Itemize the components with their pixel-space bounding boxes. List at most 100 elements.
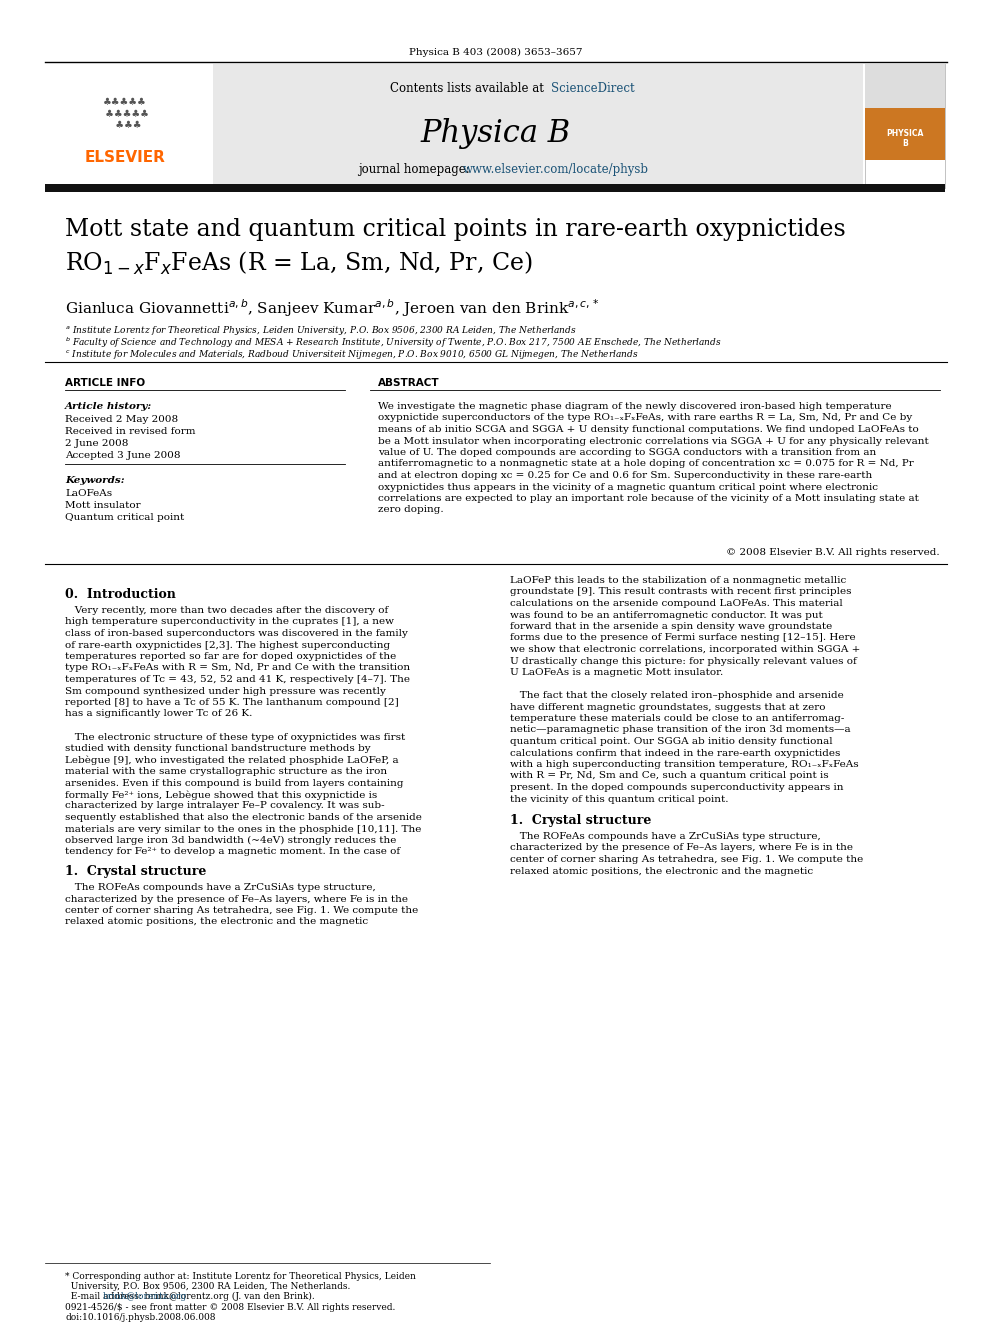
Text: ELSEVIER: ELSEVIER	[84, 151, 166, 165]
Text: Mott insulator: Mott insulator	[65, 501, 141, 509]
Text: 0.  Introduction: 0. Introduction	[65, 587, 176, 601]
Bar	[45, 64, 213, 188]
Text: 0921-4526/$ - see front matter © 2008 Elsevier B.V. All rights reserved.: 0921-4526/$ - see front matter © 2008 El…	[65, 1303, 396, 1312]
Bar	[45, 64, 863, 188]
Text: * Corresponding author at: Institute Lorentz for Theoretical Physics, Leiden: * Corresponding author at: Institute Lor…	[65, 1271, 416, 1281]
Text: characterized by the presence of Fe–As layers, where Fe is in the: characterized by the presence of Fe–As l…	[510, 844, 853, 852]
Text: reported [8] to have a Tc of 55 K. The lanthanum compound [2]: reported [8] to have a Tc of 55 K. The l…	[65, 699, 399, 706]
Text: formally Fe²⁺ ions, Lebègue showed that this oxypnictide is: formally Fe²⁺ ions, Lebègue showed that …	[65, 790, 377, 799]
Text: temperature these materials could be close to an antiferromag-: temperature these materials could be clo…	[510, 714, 844, 722]
Text: U drastically change this picture: for physically relevant values of: U drastically change this picture: for p…	[510, 656, 857, 665]
Text: type RO₁₋ₓFₓFeAs with R = Sm, Nd, Pr and Ce with the transition: type RO₁₋ₓFₓFeAs with R = Sm, Nd, Pr and…	[65, 664, 410, 672]
Text: value of U. The doped compounds are according to SGGA conductors with a transiti: value of U. The doped compounds are acco…	[378, 448, 876, 456]
Text: U LaOFeAs is a magnetic Mott insulator.: U LaOFeAs is a magnetic Mott insulator.	[510, 668, 723, 677]
Text: PHYSICA: PHYSICA	[886, 128, 924, 138]
Text: observed large iron 3d bandwidth (~4eV) strongly reduces the: observed large iron 3d bandwidth (~4eV) …	[65, 836, 397, 845]
Text: quantum critical point. Our SGGA ab initio density functional: quantum critical point. Our SGGA ab init…	[510, 737, 832, 746]
Text: with a high superconducting transition temperature, RO₁₋ₓFₓFeAs: with a high superconducting transition t…	[510, 759, 859, 769]
Text: Article history:: Article history:	[65, 402, 152, 411]
Text: the vicinity of this quantum critical point.: the vicinity of this quantum critical po…	[510, 795, 728, 803]
Text: center of corner sharing As tetrahedra, see Fig. 1. We compute the: center of corner sharing As tetrahedra, …	[510, 855, 863, 864]
Text: Contents lists available at: Contents lists available at	[390, 82, 548, 95]
Text: Lebègue [9], who investigated the related phosphide LaOFeP, a: Lebègue [9], who investigated the relate…	[65, 755, 399, 765]
Text: $^b$ Faculty of Science and Technology and MESA + Research Institute, University: $^b$ Faculty of Science and Technology a…	[65, 336, 722, 351]
Text: ♣♣♣♣♣
 ♣♣♣♣♣
  ♣♣♣: ♣♣♣♣♣ ♣♣♣♣♣ ♣♣♣	[101, 97, 149, 130]
Text: forms due to the presence of Fermi surface nesting [12–15]. Here: forms due to the presence of Fermi surfa…	[510, 634, 856, 643]
Text: antiferromagnetic to a nonmagnetic state at a hole doping of concentration xc = : antiferromagnetic to a nonmagnetic state…	[378, 459, 914, 468]
Text: calculations confirm that indeed in the rare-earth oxypnictides: calculations confirm that indeed in the …	[510, 749, 840, 758]
Text: temperatures of Tc = 43, 52, 52 and 41 K, respectively [4–7]. The: temperatures of Tc = 43, 52, 52 and 41 K…	[65, 675, 410, 684]
Text: we show that electronic correlations, incorporated within SGGA +: we show that electronic correlations, in…	[510, 646, 860, 654]
Text: oxypnictides thus appears in the vicinity of a magnetic quantum critical point w: oxypnictides thus appears in the vicinit…	[378, 483, 878, 492]
Text: The ROFeAs compounds have a ZrCuSiAs type structure,: The ROFeAs compounds have a ZrCuSiAs typ…	[510, 832, 820, 841]
Text: be a Mott insulator when incorporating electronic correlations via SGGA + U for : be a Mott insulator when incorporating e…	[378, 437, 929, 446]
Text: Received 2 May 2008: Received 2 May 2008	[65, 415, 179, 423]
Text: Gianluca Giovannetti$^{a,b}$, Sanjeev Kumar$^{a,b}$, Jeroen van den Brink$^{a,c,: Gianluca Giovannetti$^{a,b}$, Sanjeev Ku…	[65, 296, 600, 319]
Text: arsenides. Even if this compound is build from layers containing: arsenides. Even if this compound is buil…	[65, 778, 404, 787]
Text: forward that in the arsenide a spin density wave groundstate: forward that in the arsenide a spin dens…	[510, 622, 832, 631]
Text: B: B	[902, 139, 908, 147]
Text: LaOFeAs: LaOFeAs	[65, 490, 112, 497]
Text: $^c$ Institute for Molecules and Materials, Radboud Universiteit Nijmegen, P.O. : $^c$ Institute for Molecules and Materia…	[65, 348, 639, 361]
Text: 1.  Crystal structure: 1. Crystal structure	[65, 865, 206, 878]
Text: class of iron-based superconductors was discovered in the family: class of iron-based superconductors was …	[65, 628, 408, 638]
Text: has a significantly lower Tc of 26 K.: has a significantly lower Tc of 26 K.	[65, 709, 252, 718]
Text: We investigate the magnetic phase diagram of the newly discovered iron-based hig: We investigate the magnetic phase diagra…	[378, 402, 892, 411]
Bar	[45, 184, 945, 192]
Text: Quantum critical point: Quantum critical point	[65, 513, 185, 523]
Text: and at electron doping xc = 0.25 for Ce and 0.6 for Sm. Superconductivity in the: and at electron doping xc = 0.25 for Ce …	[378, 471, 872, 480]
Text: of rare-earth oxypnictides [2,3]. The highest superconducting: of rare-earth oxypnictides [2,3]. The hi…	[65, 640, 390, 650]
Text: Accepted 3 June 2008: Accepted 3 June 2008	[65, 451, 181, 460]
Text: present. In the doped compounds superconductivity appears in: present. In the doped compounds supercon…	[510, 783, 843, 792]
Text: studied with density functional bandstructure methods by: studied with density functional bandstru…	[65, 744, 371, 753]
Text: relaxed atomic positions, the electronic and the magnetic: relaxed atomic positions, the electronic…	[510, 867, 813, 876]
Bar	[865, 108, 945, 160]
Text: ABSTRACT: ABSTRACT	[378, 378, 439, 388]
Text: 2 June 2008: 2 June 2008	[65, 439, 128, 448]
Text: Physica B 403 (2008) 3653–3657: Physica B 403 (2008) 3653–3657	[410, 48, 582, 57]
Text: means of ab initio SCGA and SGGA + U density functional computations. We find un: means of ab initio SCGA and SGGA + U den…	[378, 425, 919, 434]
Text: The fact that the closely related iron–phosphide and arsenide: The fact that the closely related iron–p…	[510, 691, 844, 700]
Text: Sm compound synthesized under high pressure was recently: Sm compound synthesized under high press…	[65, 687, 386, 696]
Text: sequently established that also the electronic bands of the arsenide: sequently established that also the elec…	[65, 814, 422, 822]
Text: tendency for Fe²⁺ to develop a magnetic moment. In the case of: tendency for Fe²⁺ to develop a magnetic …	[65, 848, 400, 856]
Text: The ROFeAs compounds have a ZrCuSiAs type structure,: The ROFeAs compounds have a ZrCuSiAs typ…	[65, 882, 376, 892]
Text: was found to be an antiferromagnetic conductor. It was put: was found to be an antiferromagnetic con…	[510, 610, 822, 619]
Text: have different magnetic groundstates, suggests that at zero: have different magnetic groundstates, su…	[510, 703, 825, 712]
Text: with R = Pr, Nd, Sm and Ce, such a quantum critical point is: with R = Pr, Nd, Sm and Ce, such a quant…	[510, 771, 828, 781]
Text: groundstate [9]. This result contrasts with recent first principles: groundstate [9]. This result contrasts w…	[510, 587, 851, 597]
Text: ARTICLE INFO: ARTICLE INFO	[65, 378, 145, 388]
Text: The electronic structure of these type of oxypnictides was first: The electronic structure of these type o…	[65, 733, 406, 741]
Text: Mott state and quantum critical points in rare-earth oxypnictides: Mott state and quantum critical points i…	[65, 218, 846, 241]
Text: brink@lorentz.org: brink@lorentz.org	[103, 1293, 187, 1301]
Text: www.elsevier.com/locate/physb: www.elsevier.com/locate/physb	[463, 163, 649, 176]
Text: Physica B: Physica B	[421, 118, 571, 149]
Text: $^a$ Institute Lorentz for Theoretical Physics, Leiden University, P.O. Box 9506: $^a$ Institute Lorentz for Theoretical P…	[65, 324, 576, 337]
Text: E-mail address: brink@lorentz.org (J. van den Brink).: E-mail address: brink@lorentz.org (J. va…	[65, 1293, 314, 1301]
Text: calculations on the arsenide compound LaOFeAs. This material: calculations on the arsenide compound La…	[510, 599, 843, 609]
Text: © 2008 Elsevier B.V. All rights reserved.: © 2008 Elsevier B.V. All rights reserved…	[726, 548, 940, 557]
Text: characterized by the presence of Fe–As layers, where Fe is in the: characterized by the presence of Fe–As l…	[65, 894, 408, 904]
Text: zero doping.: zero doping.	[378, 505, 443, 515]
Text: characterized by large intralayer Fe–P covalency. It was sub-: characterized by large intralayer Fe–P c…	[65, 802, 385, 811]
Text: materials are very similar to the ones in the phosphide [10,11]. The: materials are very similar to the ones i…	[65, 824, 422, 833]
Text: 1.  Crystal structure: 1. Crystal structure	[510, 814, 652, 827]
Text: high temperature superconductivity in the cuprates [1], a new: high temperature superconductivity in th…	[65, 618, 394, 627]
Text: doi:10.1016/j.physb.2008.06.008: doi:10.1016/j.physb.2008.06.008	[65, 1312, 215, 1322]
Text: material with the same crystallographic structure as the iron: material with the same crystallographic …	[65, 767, 387, 777]
Text: netic—paramagnetic phase transition of the iron 3d moments—a: netic—paramagnetic phase transition of t…	[510, 725, 850, 734]
Text: Received in revised form: Received in revised form	[65, 427, 195, 437]
Text: temperatures reported so far are for doped oxypnictides of the: temperatures reported so far are for dop…	[65, 652, 396, 662]
Text: center of corner sharing As tetrahedra, see Fig. 1. We compute the: center of corner sharing As tetrahedra, …	[65, 906, 419, 916]
Text: University, P.O. Box 9506, 2300 RA Leiden, The Netherlands.: University, P.O. Box 9506, 2300 RA Leide…	[65, 1282, 350, 1291]
Bar	[865, 64, 945, 188]
Text: ScienceDirect: ScienceDirect	[551, 82, 635, 95]
Text: RO$_{1-x}$F$_x$FeAs (R = La, Sm, Nd, Pr, Ce): RO$_{1-x}$F$_x$FeAs (R = La, Sm, Nd, Pr,…	[65, 250, 533, 278]
Text: relaxed atomic positions, the electronic and the magnetic: relaxed atomic positions, the electronic…	[65, 917, 368, 926]
Text: LaOFeP this leads to the stabilization of a nonmagnetic metallic: LaOFeP this leads to the stabilization o…	[510, 576, 846, 585]
Text: correlations are expected to play an important role because of the vicinity of a: correlations are expected to play an imp…	[378, 493, 919, 503]
Text: Keywords:: Keywords:	[65, 476, 125, 486]
Text: oxypnictide superconductors of the type RO₁₋ₓFₓFeAs, with rare earths R = La, Sm: oxypnictide superconductors of the type …	[378, 414, 913, 422]
Bar	[865, 64, 945, 110]
Text: journal homepage:: journal homepage:	[358, 163, 473, 176]
